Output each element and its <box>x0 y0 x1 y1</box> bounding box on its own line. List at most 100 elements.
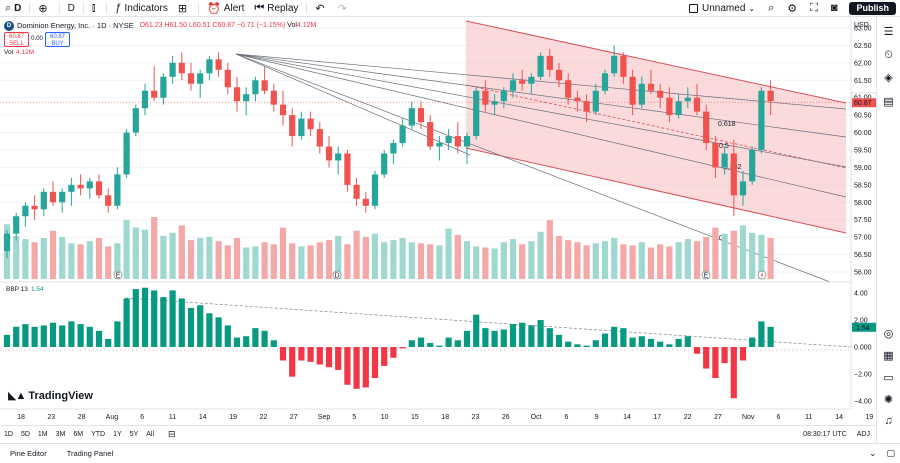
settings-button[interactable]: ⚙ <box>782 0 805 17</box>
watchlist-icon[interactable]: ☰ <box>883 26 894 38</box>
candle[interactable] <box>141 83 149 116</box>
candle[interactable] <box>252 76 259 102</box>
tf-1m[interactable]: 1M <box>37 430 48 438</box>
candle[interactable] <box>666 87 673 123</box>
tf-1y[interactable]: 1Y <box>113 430 122 438</box>
candle[interactable] <box>436 136 443 161</box>
candle[interactable] <box>629 69 636 116</box>
candle[interactable] <box>491 94 498 116</box>
candle[interactable] <box>574 90 581 112</box>
candle[interactable] <box>59 188 66 213</box>
candle[interactable] <box>270 83 277 112</box>
split-badge[interactable] <box>757 270 767 280</box>
time-axis[interactable]: 18 23 28 Aug 6 11 14 19 22 27 Sep 5 10 15 18 23 26 Oct 6 9 1… <box>0 408 873 421</box>
pine-editor-tab[interactable]: Pine Editor <box>10 449 47 458</box>
candle[interactable] <box>417 101 425 130</box>
maximize-icon[interactable]: ▢ <box>886 448 895 458</box>
replay-button[interactable]: ⏮ Replay <box>249 0 303 17</box>
candle[interactable] <box>758 87 765 154</box>
templates-button[interactable]: ⊞ <box>173 0 195 17</box>
candle[interactable] <box>583 94 590 123</box>
candle[interactable] <box>408 101 415 130</box>
candle[interactable] <box>730 139 737 217</box>
candle[interactable] <box>151 66 158 102</box>
tf-ytd[interactable]: YTD <box>91 430 106 438</box>
alerts-clock-icon[interactable]: ⏲ <box>884 49 893 61</box>
buy-button[interactable]: 60.87 BUY <box>45 32 70 47</box>
candle[interactable] <box>399 118 406 147</box>
layout-button[interactable]: Unnamed ⌄ <box>684 0 763 17</box>
channel-upper-line[interactable] <box>465 20 847 104</box>
candle[interactable] <box>353 177 360 206</box>
candle[interactable] <box>86 177 93 199</box>
candle[interactable] <box>233 76 241 112</box>
candle[interactable] <box>712 136 719 178</box>
candle[interactable] <box>500 87 507 109</box>
sell-button[interactable]: 60.87 SELL <box>4 32 29 47</box>
candle[interactable] <box>749 146 756 185</box>
candle[interactable] <box>509 73 517 98</box>
candle[interactable] <box>555 62 563 88</box>
candle[interactable] <box>620 52 627 84</box>
tradingview-logo[interactable]: ◣▲ TradingView <box>8 389 93 403</box>
candle[interactable] <box>178 52 185 81</box>
candle[interactable] <box>482 80 489 112</box>
trading-panel-tab[interactable]: Trading Panel <box>66 449 114 458</box>
candle[interactable] <box>684 87 691 109</box>
indicators-button[interactable]: ƒ Indicators <box>110 0 172 17</box>
candles[interactable] <box>3 45 774 259</box>
candle[interactable] <box>335 146 342 175</box>
clock[interactable]: 08:30:17 UTC <box>803 430 847 438</box>
event-badge[interactable]: E <box>113 270 123 280</box>
fan-line-1[interactable] <box>235 53 847 110</box>
candle[interactable] <box>68 177 75 206</box>
candle[interactable] <box>537 52 544 81</box>
fan-line-2[interactable] <box>235 53 847 138</box>
bbp-trend-line[interactable] <box>124 297 852 348</box>
candle[interactable] <box>427 115 434 150</box>
adj-toggle[interactable]: ADJ <box>856 430 870 438</box>
candle[interactable] <box>767 80 774 116</box>
fullscreen-button[interactable]: ⛶ <box>805 0 826 17</box>
candle[interactable] <box>721 146 728 175</box>
candle[interactable] <box>592 83 599 116</box>
candle[interactable] <box>546 48 553 77</box>
candle[interactable] <box>473 87 480 140</box>
alert-button[interactable]: ⏰ Alert <box>202 0 249 17</box>
lightbulb-icon[interactable]: ✺ <box>883 394 894 406</box>
candle[interactable] <box>3 230 11 259</box>
candle[interactable] <box>289 108 296 147</box>
candle[interactable] <box>224 62 231 95</box>
candle[interactable] <box>40 188 47 217</box>
candle[interactable] <box>13 212 20 241</box>
candle[interactable] <box>123 129 130 178</box>
candle[interactable] <box>197 69 204 98</box>
candle[interactable] <box>703 104 710 150</box>
tf-1d[interactable]: 1D <box>4 430 13 438</box>
candle[interactable] <box>638 76 645 109</box>
interval-button[interactable]: D <box>63 0 80 17</box>
candle[interactable] <box>105 188 112 213</box>
candle[interactable] <box>565 73 572 105</box>
last-price-badge[interactable] <box>852 98 876 108</box>
candle[interactable] <box>454 122 461 154</box>
tf-6m[interactable]: 6M <box>73 430 84 438</box>
candle[interactable] <box>325 136 333 168</box>
candle[interactable] <box>647 69 655 95</box>
candle[interactable] <box>169 55 176 84</box>
publish-button[interactable]: Publish <box>849 1 896 15</box>
candle[interactable] <box>114 167 121 210</box>
candle[interactable] <box>298 111 305 140</box>
redo-button[interactable]: ↷ <box>333 0 355 17</box>
tf-5d[interactable]: 5D <box>20 430 30 438</box>
candle[interactable] <box>657 83 664 109</box>
chart-type-button[interactable]: ⫾ <box>87 0 104 17</box>
compare-button[interactable]: ⊕ <box>33 0 55 17</box>
candle[interactable] <box>362 191 369 213</box>
chat-icon[interactable]: ▭ <box>883 372 894 384</box>
snapshot-button[interactable]: ◙ <box>826 0 846 17</box>
candle[interactable] <box>390 139 397 164</box>
target-icon[interactable]: ◎ <box>883 328 894 340</box>
event-badge[interactable]: D <box>332 270 342 280</box>
candle[interactable] <box>693 83 701 116</box>
